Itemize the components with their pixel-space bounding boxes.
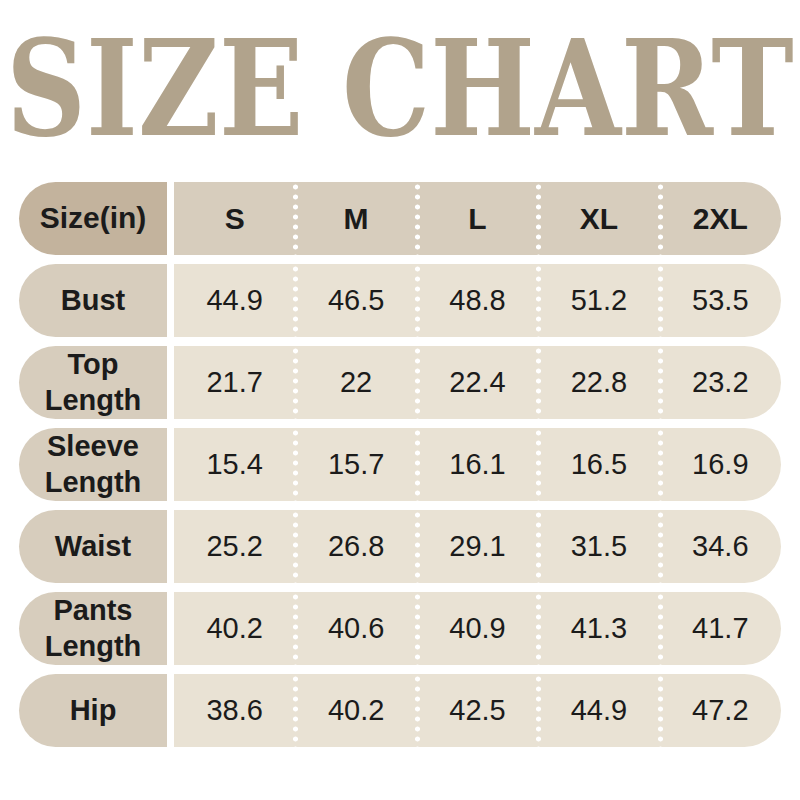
value-cell: 16.9 — [660, 428, 781, 501]
value-cell: 48.8 — [417, 264, 538, 337]
value-cell: 16.5 — [538, 428, 659, 501]
header-cell-xl: XL — [538, 182, 659, 255]
value-cell: 53.5 — [660, 264, 781, 337]
header-cell-s: S — [174, 182, 295, 255]
value-cell: 41.3 — [538, 592, 659, 665]
value-cell: 23.2 — [660, 346, 781, 419]
value-cell: 21.7 — [174, 346, 295, 419]
value-cell: 47.2 — [660, 674, 781, 747]
value-cell: 25.2 — [174, 510, 295, 583]
table-header-row: Size(in) SMLXL2XL — [19, 182, 781, 255]
value-cell: 15.4 — [174, 428, 295, 501]
value-cell: 44.9 — [174, 264, 295, 337]
value-cell: 38.6 — [174, 674, 295, 747]
table-row: Pants Length40.240.640.941.341.7 — [19, 592, 781, 665]
header-cell-l: L — [417, 182, 538, 255]
value-cell: 40.9 — [417, 592, 538, 665]
row-label: Top Length — [19, 346, 167, 419]
value-cell: 31.5 — [538, 510, 659, 583]
value-cell: 29.1 — [417, 510, 538, 583]
value-cell: 40.2 — [295, 674, 416, 747]
value-cell: 46.5 — [295, 264, 416, 337]
row-values-band: 25.226.829.131.534.6 — [174, 510, 781, 583]
size-table: Size(in) SMLXL2XL Bust44.946.548.851.253… — [19, 182, 781, 747]
value-cell: 34.6 — [660, 510, 781, 583]
value-cell: 26.8 — [295, 510, 416, 583]
value-cell: 51.2 — [538, 264, 659, 337]
value-cell: 42.5 — [417, 674, 538, 747]
page-title-text: SIZE CHART — [6, 23, 794, 155]
table-row: Waist25.226.829.131.534.6 — [19, 510, 781, 583]
row-values-band: 38.640.242.544.947.2 — [174, 674, 781, 747]
value-cell: 22.8 — [538, 346, 659, 419]
value-cell: 44.9 — [538, 674, 659, 747]
value-cell: 22.4 — [417, 346, 538, 419]
row-label: Pants Length — [19, 592, 167, 665]
row-label: Bust — [19, 264, 167, 337]
row-values-band: 21.72222.422.823.2 — [174, 346, 781, 419]
header-columns-band: SMLXL2XL — [174, 182, 781, 255]
value-cell: 15.7 — [295, 428, 416, 501]
header-corner-cell: Size(in) — [19, 182, 167, 255]
value-cell: 22 — [295, 346, 416, 419]
row-label: Hip — [19, 674, 167, 747]
page-title: SIZE CHART — [0, 30, 800, 148]
value-cell: 41.7 — [660, 592, 781, 665]
row-label: Waist — [19, 510, 167, 583]
table-row: Top Length21.72222.422.823.2 — [19, 346, 781, 419]
value-cell: 16.1 — [417, 428, 538, 501]
row-values-band: 44.946.548.851.253.5 — [174, 264, 781, 337]
row-label: Sleeve Length — [19, 428, 167, 501]
header-cell-2xl: 2XL — [660, 182, 781, 255]
header-cell-m: M — [295, 182, 416, 255]
value-cell: 40.2 — [174, 592, 295, 665]
table-row: Sleeve Length15.415.716.116.516.9 — [19, 428, 781, 501]
table-row: Hip38.640.242.544.947.2 — [19, 674, 781, 747]
table-row: Bust44.946.548.851.253.5 — [19, 264, 781, 337]
row-values-band: 40.240.640.941.341.7 — [174, 592, 781, 665]
row-values-band: 15.415.716.116.516.9 — [174, 428, 781, 501]
value-cell: 40.6 — [295, 592, 416, 665]
